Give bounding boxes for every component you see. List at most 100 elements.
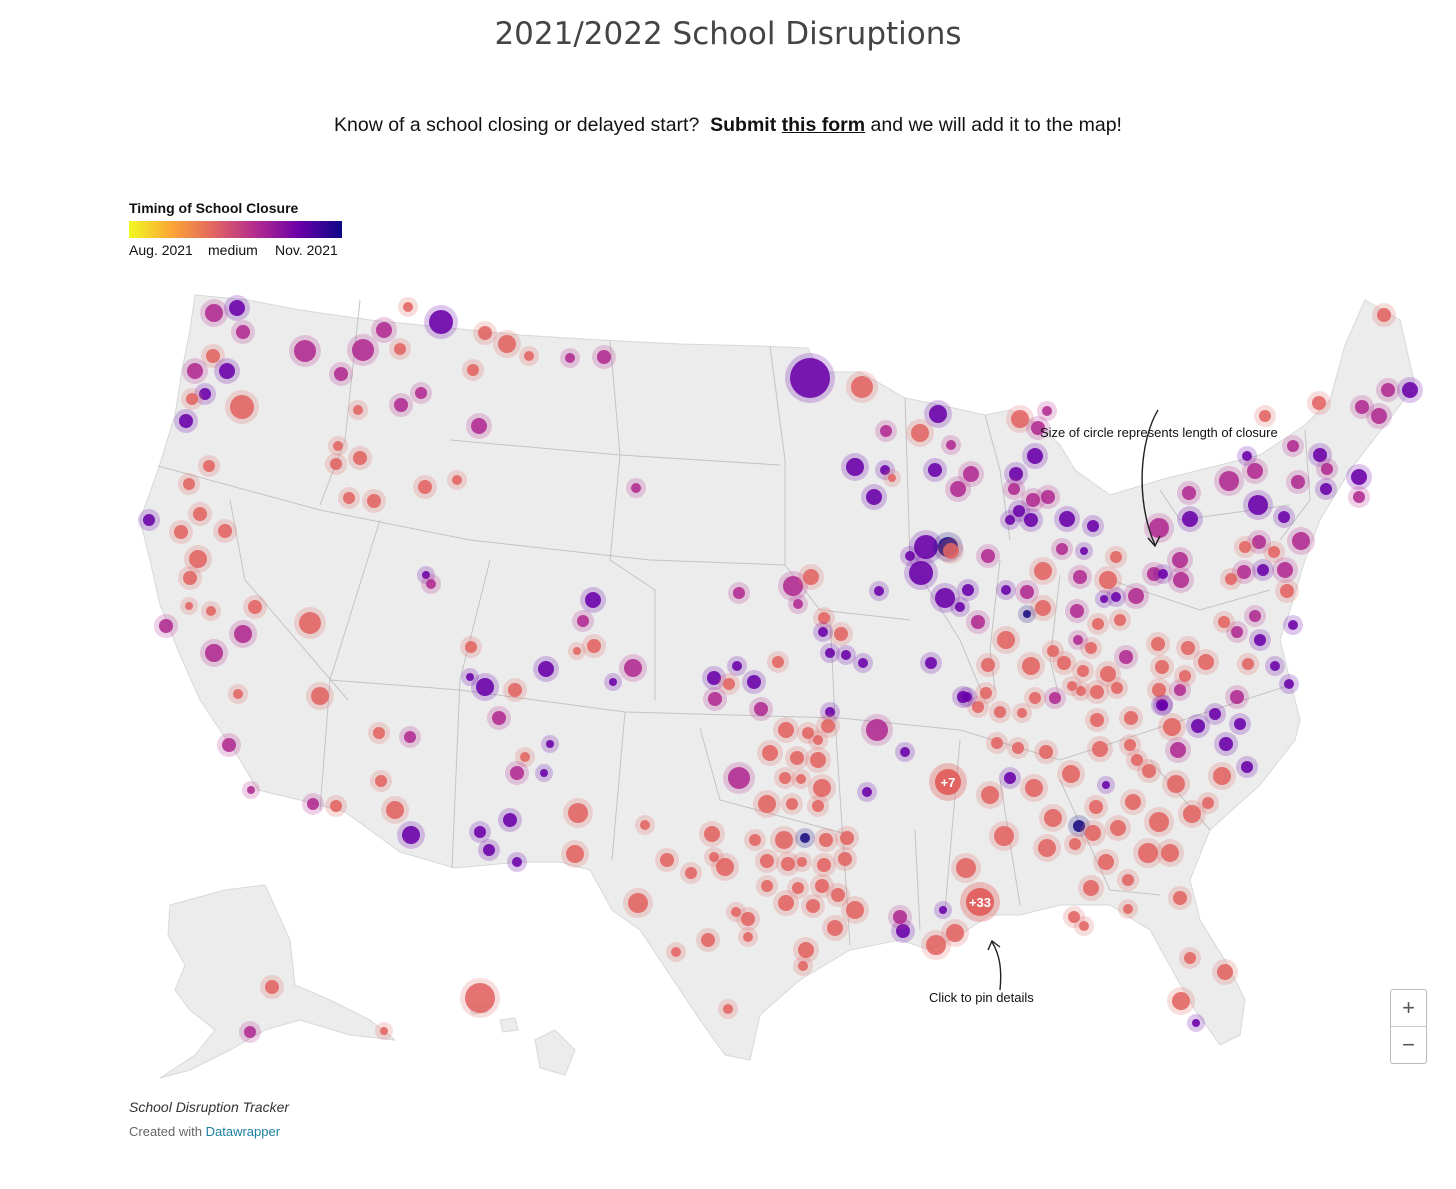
closure-marker[interactable] bbox=[1312, 396, 1326, 410]
closure-marker[interactable] bbox=[1161, 844, 1179, 862]
closure-marker[interactable] bbox=[1089, 800, 1103, 814]
closure-marker[interactable] bbox=[1183, 805, 1201, 823]
closure-marker[interactable] bbox=[925, 657, 937, 669]
closure-marker[interactable] bbox=[962, 584, 974, 596]
closure-marker[interactable] bbox=[813, 735, 823, 745]
closure-marker[interactable] bbox=[1083, 880, 1099, 896]
closure-marker[interactable] bbox=[1049, 692, 1061, 704]
closure-marker[interactable] bbox=[747, 675, 761, 689]
closure-marker[interactable] bbox=[841, 650, 851, 660]
closure-marker[interactable] bbox=[1042, 406, 1052, 416]
closure-marker[interactable] bbox=[1292, 532, 1310, 550]
closure-marker[interactable] bbox=[1287, 440, 1299, 452]
closure-marker[interactable] bbox=[1242, 451, 1252, 461]
closure-marker[interactable] bbox=[1001, 585, 1011, 595]
closure-marker[interactable] bbox=[1111, 682, 1123, 694]
closure-marker[interactable] bbox=[185, 602, 193, 610]
zoom-out-button[interactable]: − bbox=[1402, 1032, 1415, 1057]
closure-marker[interactable] bbox=[1009, 467, 1023, 481]
closure-marker[interactable] bbox=[728, 767, 750, 789]
closure-marker[interactable] bbox=[762, 745, 778, 761]
closure-marker[interactable] bbox=[1219, 737, 1233, 751]
closure-marker[interactable] bbox=[946, 924, 964, 942]
closure-marker[interactable] bbox=[1073, 820, 1085, 832]
datawrapper-link[interactable]: Datawrapper bbox=[205, 1124, 281, 1139]
closure-marker[interactable] bbox=[508, 683, 522, 697]
closure-marker[interactable] bbox=[685, 867, 697, 879]
closure-marker[interactable] bbox=[386, 801, 404, 819]
closure-marker[interactable] bbox=[893, 910, 907, 924]
closure-marker[interactable] bbox=[1124, 739, 1136, 751]
closure-marker[interactable] bbox=[981, 549, 995, 563]
closure-marker[interactable] bbox=[233, 689, 243, 699]
closure-marker[interactable] bbox=[743, 932, 753, 942]
closure-marker[interactable] bbox=[1057, 656, 1071, 670]
closure-marker[interactable] bbox=[880, 425, 892, 437]
closure-marker[interactable] bbox=[394, 398, 408, 412]
closure-marker[interactable] bbox=[1092, 741, 1108, 757]
closure-marker[interactable] bbox=[1268, 546, 1280, 558]
closure-marker[interactable] bbox=[708, 692, 722, 706]
closure-marker[interactable] bbox=[825, 707, 835, 717]
closure-marker[interactable] bbox=[1149, 518, 1169, 538]
closure-marker[interactable] bbox=[1280, 584, 1294, 598]
closure-marker[interactable] bbox=[955, 602, 965, 612]
closure-marker[interactable] bbox=[831, 888, 845, 902]
closure-marker[interactable] bbox=[943, 543, 959, 559]
cluster-dot[interactable] bbox=[966, 888, 994, 916]
closure-marker[interactable] bbox=[1110, 820, 1126, 836]
closure-marker[interactable] bbox=[299, 612, 321, 634]
closure-marker[interactable] bbox=[1039, 745, 1053, 759]
closure-marker[interactable] bbox=[981, 786, 999, 804]
closure-marker[interactable] bbox=[939, 906, 947, 914]
closure-marker[interactable] bbox=[492, 711, 506, 725]
closure-marker[interactable] bbox=[874, 586, 884, 596]
closure-marker[interactable] bbox=[900, 747, 910, 757]
closure-marker[interactable] bbox=[1026, 493, 1040, 507]
closure-marker[interactable] bbox=[935, 588, 955, 608]
closure-marker[interactable] bbox=[1022, 657, 1040, 675]
closure-marker[interactable] bbox=[802, 727, 814, 739]
closure-marker[interactable] bbox=[236, 325, 250, 339]
closure-marker[interactable] bbox=[478, 326, 492, 340]
closure-marker[interactable] bbox=[783, 576, 803, 596]
school-closure-markers[interactable] bbox=[138, 295, 1423, 1043]
closure-marker[interactable] bbox=[810, 752, 826, 768]
zoom-in-button[interactable]: + bbox=[1391, 990, 1426, 1027]
closure-marker[interactable] bbox=[512, 857, 522, 867]
closure-marker[interactable] bbox=[1025, 779, 1043, 797]
closure-marker[interactable] bbox=[429, 310, 453, 334]
closure-marker[interactable] bbox=[994, 826, 1014, 846]
closure-marker[interactable] bbox=[862, 787, 872, 797]
closure-marker[interactable] bbox=[334, 367, 348, 381]
closure-marker[interactable] bbox=[793, 599, 803, 609]
closure-marker[interactable] bbox=[1353, 491, 1365, 503]
closure-marker[interactable] bbox=[1284, 679, 1294, 689]
closure-marker[interactable] bbox=[731, 907, 741, 917]
closure-marker[interactable] bbox=[896, 924, 910, 938]
closure-marker[interactable] bbox=[1172, 552, 1188, 568]
closure-marker[interactable] bbox=[465, 983, 495, 1013]
closure-marker[interactable] bbox=[1069, 838, 1081, 850]
closure-marker[interactable] bbox=[1278, 511, 1290, 523]
closure-marker[interactable] bbox=[1321, 463, 1333, 475]
closure-marker[interactable] bbox=[143, 514, 155, 526]
closure-marker[interactable] bbox=[1079, 921, 1089, 931]
closure-marker[interactable] bbox=[1044, 809, 1062, 827]
closure-marker[interactable] bbox=[402, 826, 420, 844]
closure-marker[interactable] bbox=[1249, 610, 1261, 622]
closure-marker[interactable] bbox=[827, 920, 843, 936]
closure-marker[interactable] bbox=[946, 440, 956, 450]
closure-marker[interactable] bbox=[815, 879, 829, 893]
closure-marker[interactable] bbox=[926, 935, 946, 955]
closure-marker[interactable] bbox=[1371, 408, 1387, 424]
closure-marker[interactable] bbox=[415, 387, 427, 399]
closure-marker[interactable] bbox=[1231, 626, 1243, 638]
closure-marker[interactable] bbox=[704, 826, 720, 842]
closure-marker[interactable] bbox=[609, 678, 617, 686]
closure-marker[interactable] bbox=[1080, 547, 1088, 555]
closure-marker[interactable] bbox=[671, 947, 681, 957]
closure-marker[interactable] bbox=[330, 458, 342, 470]
closure-marker[interactable] bbox=[1085, 825, 1101, 841]
